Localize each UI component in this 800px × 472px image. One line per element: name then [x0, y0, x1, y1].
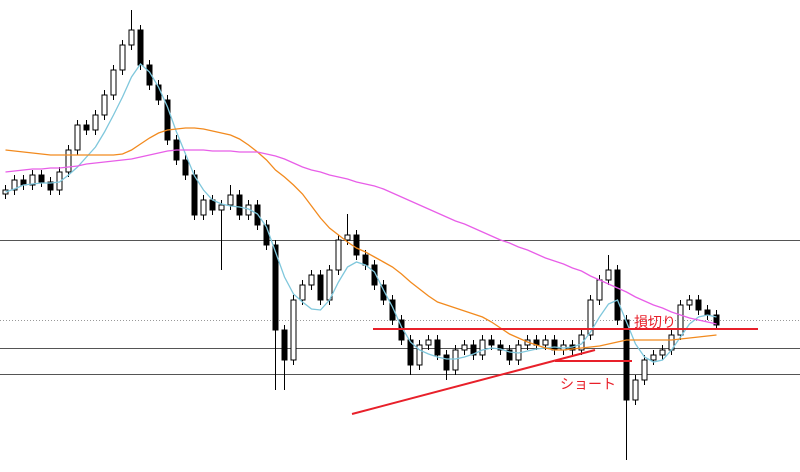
- candle-body: [632, 379, 639, 401]
- candle-body: [29, 174, 36, 186]
- annotation: ショート: [560, 377, 616, 393]
- candle-body: [425, 339, 432, 346]
- candle-body: [488, 339, 495, 346]
- candle-body: [272, 244, 279, 331]
- candle-body: [128, 29, 135, 46]
- candle-body: [659, 349, 666, 356]
- candle-body: [317, 274, 324, 301]
- candle-body: [281, 329, 288, 361]
- candle-body: [479, 339, 486, 356]
- candle-body: [416, 344, 423, 366]
- candle-body: [101, 94, 108, 116]
- candle-body: [497, 344, 504, 351]
- candle-body: [587, 299, 594, 336]
- candle-body: [380, 284, 387, 301]
- candle-body: [47, 181, 54, 191]
- candle-body: [92, 114, 99, 131]
- candle-body: [605, 269, 612, 281]
- trend-line: [351, 349, 596, 415]
- candle-body: [686, 299, 693, 306]
- candle-body: [119, 44, 126, 71]
- moving-average: [5, 149, 717, 325]
- candle-body: [236, 194, 243, 216]
- candle-body: [596, 279, 603, 301]
- candle-body: [83, 124, 90, 131]
- annotation: 損切り: [634, 315, 676, 331]
- candle-body: [470, 344, 477, 356]
- candle-body: [56, 171, 63, 191]
- candle-body: [299, 284, 306, 301]
- candle-body: [344, 234, 351, 241]
- candle-body: [353, 234, 360, 256]
- moving-average: [5, 63, 717, 363]
- candle-body: [65, 149, 72, 173]
- candle-body: [200, 199, 207, 216]
- candle-body: [506, 349, 513, 361]
- candle-body: [677, 304, 684, 336]
- candle-body: [434, 339, 441, 356]
- candle-body: [371, 264, 378, 286]
- candle-body: [137, 29, 144, 66]
- plot: [2, 10, 720, 460]
- candle-body: [542, 339, 549, 346]
- candle-body: [335, 239, 342, 271]
- candle-body: [209, 199, 216, 211]
- candle-body: [182, 159, 189, 176]
- candle-body: [164, 99, 171, 141]
- candle-body: [11, 179, 18, 191]
- candle-body: [362, 254, 369, 266]
- candle-body: [191, 174, 198, 216]
- moving-average: [5, 127, 717, 351]
- candle-body: [74, 124, 81, 151]
- candle-body: [650, 354, 657, 361]
- candle-body: [38, 174, 45, 183]
- candle-body: [551, 339, 558, 351]
- candle-body: [218, 204, 225, 211]
- candle-body: [443, 354, 450, 371]
- candle-body: [695, 299, 702, 311]
- candle-body: [227, 194, 234, 206]
- candle-body: [290, 299, 297, 361]
- candle-body: [389, 299, 396, 321]
- candle-body: [110, 69, 117, 96]
- candle-body: [713, 314, 720, 326]
- candle-body: [614, 269, 621, 321]
- candle-body: [452, 349, 459, 371]
- candle-body: [704, 309, 711, 316]
- candle-body: [461, 344, 468, 351]
- candle-body: [641, 359, 648, 381]
- candle-body: [308, 274, 315, 286]
- candle-body: [407, 339, 414, 366]
- candle-body: [578, 334, 585, 351]
